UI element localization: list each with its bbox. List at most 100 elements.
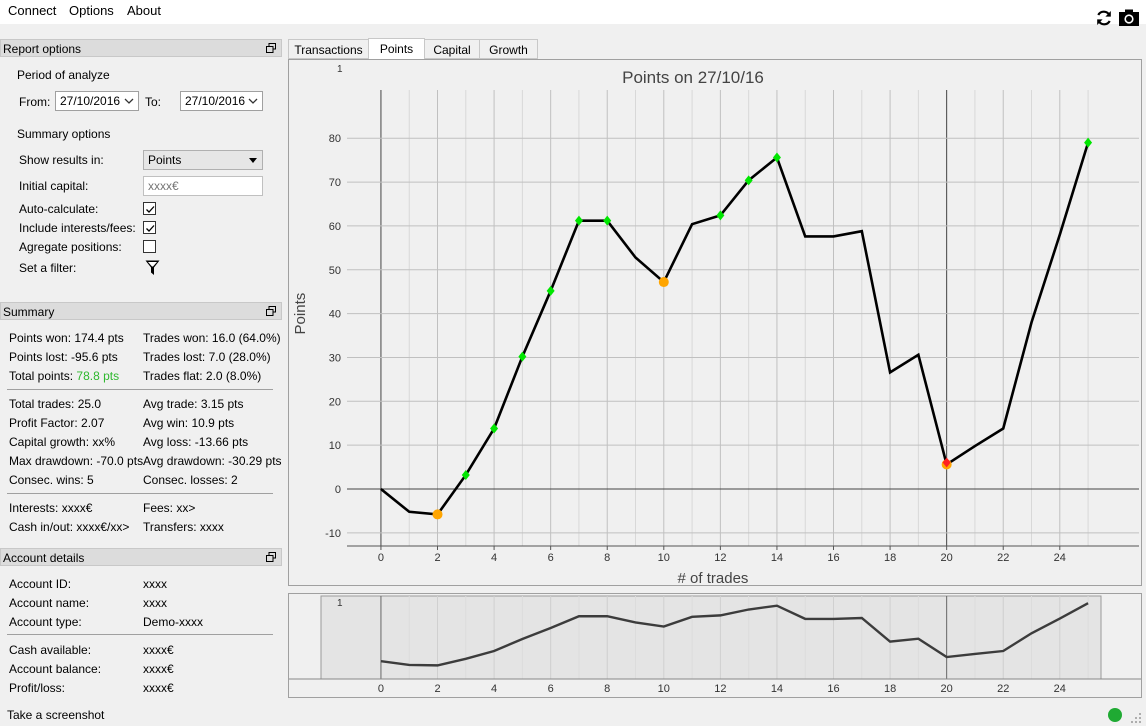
cash-inout: Cash in/out: xxxx€/xx> [9, 520, 130, 534]
avg-drawdown: Avg drawdown: -30.29 pts [143, 454, 282, 468]
y-tick-label: 80 [329, 133, 341, 145]
float-window-icon[interactable] [266, 552, 276, 562]
nav-corner-label: 1 [337, 598, 343, 609]
show-results-select[interactable]: Points [143, 150, 263, 170]
from-label: From: [19, 95, 51, 109]
x-tick-label: 0 [378, 552, 384, 564]
summary-header: Summary [0, 302, 282, 320]
menu-options[interactable]: Options [69, 3, 114, 18]
nav-x-tick-label: 22 [997, 683, 1009, 695]
summary-divider [7, 389, 273, 390]
tab-points[interactable]: Points [368, 38, 425, 60]
account-details-header: Account details [0, 548, 282, 566]
from-date-value: 27/10/2016 [60, 94, 121, 108]
navigator-frame: 0 2 4 6 8 10 12 14 16 18 20 22 24 1 [288, 593, 1142, 698]
account-id-value: xxxx [143, 577, 167, 591]
show-results-label: Show results in: [19, 153, 104, 167]
profit-factor: Profit Factor: 2.07 [9, 416, 105, 430]
to-date-picker[interactable]: 27/10/2016 [180, 91, 263, 111]
refresh-icon[interactable] [1094, 8, 1114, 28]
take-screenshot-link[interactable]: Take a screenshot [7, 708, 105, 722]
y-tick-label: 70 [329, 177, 341, 189]
avg-trade: Avg trade: 3.15 pts [143, 397, 244, 411]
profit-loss-label: Profit/loss: [9, 681, 66, 695]
nav-x-tick-label: 14 [771, 683, 783, 695]
menu-connect[interactable]: Connect [8, 3, 57, 18]
account-balance-label: Account balance: [9, 662, 102, 676]
x-tick-label: 16 [827, 552, 839, 564]
x-tick-label: 4 [491, 552, 497, 564]
summary-options-label: Summary options [17, 127, 111, 141]
from-date-picker[interactable]: 27/10/2016 [55, 91, 139, 111]
camera-icon[interactable] [1118, 8, 1140, 28]
win-marker [1084, 137, 1093, 148]
win-marker [490, 423, 499, 434]
avg-win: Avg win: 10.9 pts [143, 416, 235, 430]
avg-loss: Avg loss: -13.66 pts [143, 435, 249, 449]
to-date-value: 27/10/2016 [185, 94, 246, 108]
cash-available-value: xxxx€ [143, 643, 174, 657]
total-points-label: Total points: [9, 369, 74, 383]
nav-x-tick-label: 16 [827, 683, 839, 695]
consec-losses: Consec. losses: 2 [143, 473, 238, 487]
navigator-chart[interactable]: 0 2 4 6 8 10 12 14 16 18 20 22 241 [289, 594, 1141, 697]
win-marker [461, 469, 470, 480]
float-window-icon[interactable] [266, 306, 276, 316]
nav-x-tick-label: 2 [434, 683, 440, 695]
chevron-down-icon [124, 98, 134, 104]
filter-icon[interactable] [145, 260, 160, 276]
drawdown-marker [658, 277, 669, 288]
points-chart-frame: 1 Points on 27/10/16 0 2 4 6 8 10 12 14 16 18 20 22 24… [288, 59, 1142, 587]
account-type-label: Account type: [9, 615, 82, 629]
float-window-icon[interactable] [266, 43, 276, 53]
nav-x-tick-label: 20 [941, 683, 953, 695]
auto-calculate-checkbox[interactable] [143, 202, 156, 215]
aggregate-checkbox[interactable] [143, 240, 156, 253]
win-marker [603, 215, 612, 226]
win-marker [772, 152, 781, 163]
nav-x-tick-label: 24 [1054, 683, 1066, 695]
win-marker [574, 215, 583, 226]
menu-bar: Connect Options About [0, 0, 1146, 24]
profit-loss-value: xxxx€ [143, 681, 174, 695]
nav-x-tick-label: 4 [491, 683, 497, 695]
aggregate-label: Agregate positions: [19, 240, 122, 254]
nav-x-tick-label: 10 [658, 683, 670, 695]
y-tick-label: 30 [329, 352, 341, 364]
trades-lost: Trades lost: 7.0 (28.0%) [143, 350, 271, 364]
y-tick-label: 0 [335, 484, 341, 496]
x-tick-label: 10 [658, 552, 670, 564]
points-lost: Points lost: -95.6 pts [9, 350, 118, 364]
points-series-line [380, 142, 1090, 516]
x-tick-label: 2 [434, 552, 440, 564]
max-drawdown: Max drawdown: -70.0 pts [9, 454, 144, 468]
filter-label: Set a filter: [19, 261, 77, 275]
total-points: Total points: 78.8 pts [9, 369, 119, 383]
account-divider [7, 634, 273, 635]
tab-capital[interactable]: Capital [424, 39, 480, 59]
x-tick-label: 24 [1054, 552, 1066, 564]
account-type-value: Demo-xxxx [143, 615, 204, 629]
x-tick-label: 14 [771, 552, 783, 564]
account-balance-value: xxxx€ [143, 662, 174, 676]
tab-growth[interactable]: Growth [479, 39, 538, 59]
points-won: Points won: 174.4 pts [9, 331, 124, 345]
include-fees-checkbox[interactable] [143, 221, 156, 234]
auto-calculate-label: Auto-calculate: [19, 202, 99, 216]
account-name-value: xxxx [143, 596, 167, 610]
menu-about[interactable]: About [127, 3, 161, 18]
tab-transactions[interactable]: Transactions [288, 39, 369, 59]
consec-wins: Consec. wins: 5 [9, 473, 94, 487]
y-tick-label: 20 [329, 396, 341, 408]
y-tick-label: 10 [329, 440, 341, 452]
y-tick-label: -10 [325, 528, 341, 540]
win-marker [518, 351, 527, 362]
account-details-title: Account details [3, 551, 85, 565]
initial-capital-input[interactable] [143, 176, 263, 196]
summary-title: Summary [3, 305, 55, 319]
connection-status-indicator [1108, 708, 1122, 722]
nav-x-tick-label: 18 [884, 683, 896, 695]
summary-divider [7, 493, 273, 494]
resize-grip-icon[interactable] [1130, 712, 1142, 724]
include-fees-label: Include interests/fees: [19, 221, 136, 235]
